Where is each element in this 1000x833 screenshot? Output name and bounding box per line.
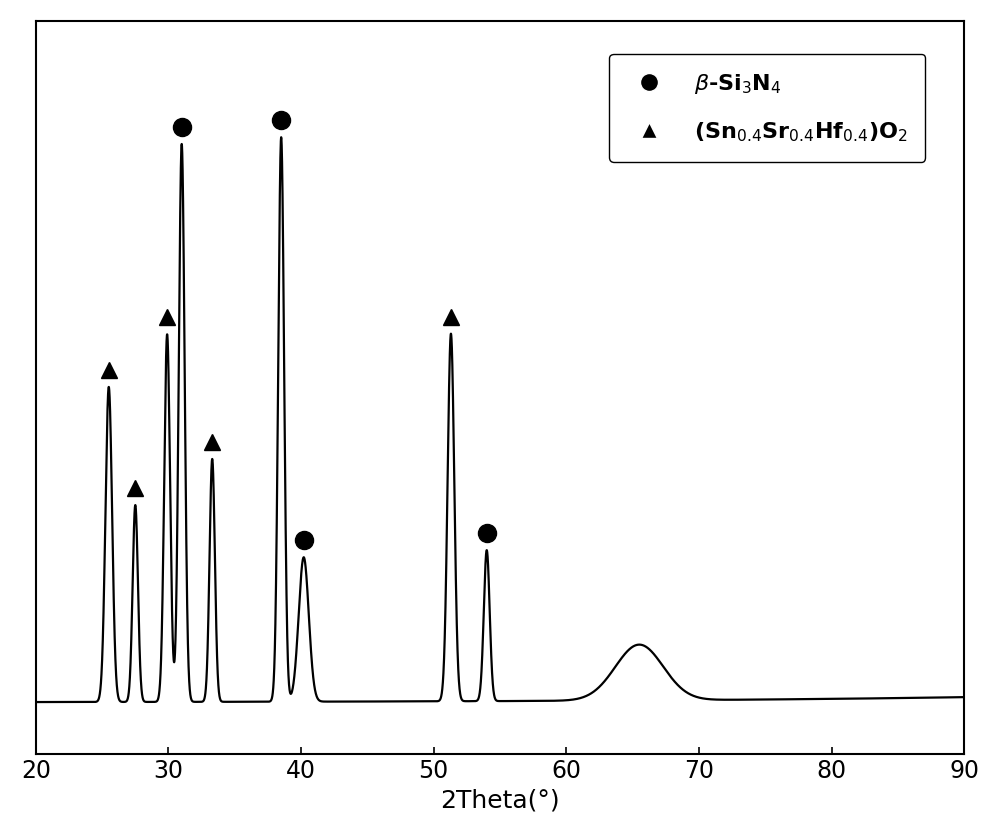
X-axis label: 2Theta(°): 2Theta(°) [440,788,560,812]
Legend: $\beta$-Si$_3$N$_4$, (Sn$_{0.4}$Sr$_{0.4}$Hf$_{0.4}$)O$_2$: $\beta$-Si$_3$N$_4$, (Sn$_{0.4}$Sr$_{0.4… [609,54,925,162]
